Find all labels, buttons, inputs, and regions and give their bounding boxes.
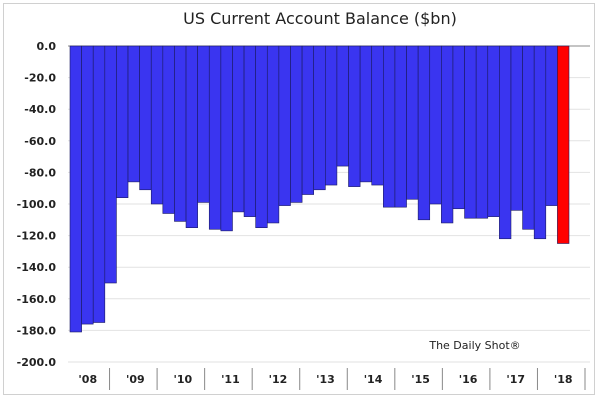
bar — [499, 45, 512, 240]
bar — [243, 45, 256, 217]
bar — [417, 45, 431, 221]
y-tick-label: -180.0 — [17, 324, 57, 337]
y-tick-label: -20.0 — [24, 72, 56, 85]
bar — [487, 45, 500, 217]
bar — [92, 45, 106, 323]
y-tick-label: -100.0 — [17, 198, 57, 211]
bar-highlight — [557, 45, 570, 244]
bar — [510, 45, 523, 211]
bar — [278, 45, 291, 206]
bar — [104, 45, 117, 284]
bar — [429, 45, 442, 205]
bar — [383, 45, 396, 208]
bar — [232, 45, 245, 213]
bar — [325, 45, 338, 186]
x-tick-label: '16 — [459, 373, 478, 386]
y-tick-label: -200.0 — [17, 356, 57, 369]
bar — [371, 45, 384, 186]
watermark: The Daily Shot® — [428, 339, 520, 352]
x-tick-label: '08 — [78, 373, 97, 386]
x-tick-label: '17 — [506, 373, 525, 386]
chart-frame — [3, 3, 595, 395]
y-tick-label: -160.0 — [17, 293, 57, 306]
y-tick-label: -60.0 — [24, 135, 56, 148]
x-tick-label: '12 — [269, 373, 288, 386]
y-tick-label: -80.0 — [24, 166, 56, 179]
bar — [441, 45, 454, 224]
bar — [406, 45, 419, 200]
bar — [69, 45, 82, 333]
bar — [266, 45, 280, 224]
x-tick-label: '14 — [364, 373, 383, 386]
bar — [452, 45, 465, 210]
bar — [348, 45, 361, 187]
bar — [301, 45, 314, 195]
y-axis: 0.0 -20.0 -40.0 -60.0 -80.0 -100.0 -120.0 -140.… — [17, 40, 57, 369]
bar — [336, 45, 349, 167]
bar — [464, 45, 477, 219]
bar — [208, 45, 222, 230]
y-tick-label: 0.0 — [37, 40, 57, 53]
x-axis: '08 '09 '10 '11 '12 '13 '14 '15 '16 '17 '18 — [78, 368, 586, 390]
bar — [174, 45, 187, 222]
x-tick-label: '09 — [126, 373, 145, 386]
bar — [139, 45, 152, 191]
x-tick-label: '15 — [411, 373, 430, 386]
bar — [150, 45, 164, 205]
bar — [394, 45, 407, 208]
bar — [116, 45, 129, 198]
y-tick-label: -120.0 — [17, 230, 57, 243]
bar — [359, 45, 373, 183]
bar — [522, 45, 535, 230]
y-tick-label: -40.0 — [24, 103, 56, 116]
bars — [69, 45, 570, 333]
bar — [290, 45, 303, 203]
bar — [220, 45, 233, 232]
bar — [475, 45, 489, 219]
bar — [545, 45, 558, 206]
x-tick-label: '10 — [174, 373, 193, 386]
y-tick-label: -140.0 — [17, 261, 57, 274]
bar — [81, 45, 94, 325]
x-tick-label: '13 — [316, 373, 335, 386]
bar — [162, 45, 175, 214]
bar — [255, 45, 268, 228]
bar — [197, 45, 210, 203]
bar — [533, 45, 547, 240]
bar — [313, 45, 326, 191]
bar — [185, 45, 198, 228]
x-tick-label: '18 — [554, 373, 573, 386]
chart-title: US Current Account Balance ($bn) — [183, 9, 457, 28]
bar — [127, 45, 140, 183]
x-tick-label: '11 — [221, 373, 240, 386]
